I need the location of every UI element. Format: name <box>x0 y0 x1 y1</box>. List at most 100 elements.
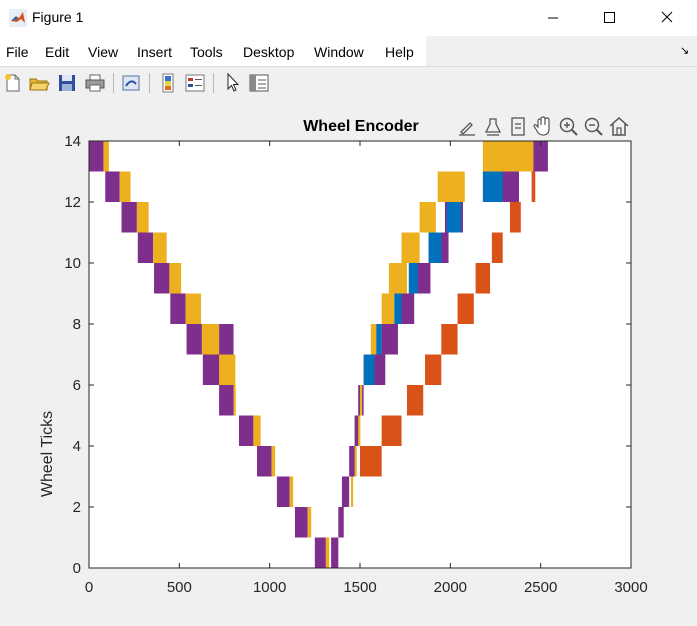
link-plot-icon[interactable] <box>120 72 142 94</box>
bar-blue-3 <box>408 263 418 294</box>
bar-orange-6 <box>475 263 491 294</box>
insert-colorbar-icon[interactable] <box>157 72 179 94</box>
toolbar-separator <box>213 73 214 93</box>
bar-blue-2 <box>394 293 402 324</box>
y-tick-label: 6 <box>73 377 81 394</box>
new-figure-icon[interactable] <box>2 72 24 94</box>
bar-orange-8 <box>509 202 521 233</box>
maximize-icon <box>604 12 615 23</box>
minimize-icon <box>548 17 558 19</box>
bar-blue-4 <box>428 232 442 263</box>
open-file-icon[interactable] <box>28 72 50 94</box>
y-tick-label: 10 <box>64 255 81 272</box>
bar-yellow-21 <box>388 263 407 294</box>
print-icon[interactable] <box>84 72 106 94</box>
brush-icon[interactable] <box>459 122 475 136</box>
toolbar-separator <box>149 73 150 93</box>
bar-purple-1 <box>105 171 120 202</box>
bar-yellow-12 <box>307 507 312 538</box>
insert-legend-icon[interactable] <box>184 72 206 94</box>
bar-purple-13 <box>314 537 328 568</box>
figure-toolbar <box>0 66 697 100</box>
bar-blue-6 <box>482 171 503 202</box>
bar-yellow-15 <box>354 446 357 477</box>
menu-bar-spacer <box>426 36 697 66</box>
bar-purple-4 <box>154 263 170 294</box>
y-tick-label: 2 <box>73 499 81 516</box>
bar-purple-18 <box>354 415 360 446</box>
dock-figure-icon[interactable]: ↘ <box>680 45 690 57</box>
bar-orange-1 <box>381 415 402 446</box>
bar-yellow-17 <box>360 385 363 416</box>
bar-purple-26 <box>500 171 519 202</box>
bar-purple-0 <box>89 141 104 172</box>
pan-icon[interactable] <box>533 116 550 136</box>
y-tick-label: 0 <box>73 560 81 577</box>
figure-canvas: 0 500 1000 1500 2000 2500 3000 0 2 4 6 8 10 12 14 Whee… <box>0 99 697 626</box>
bar-blue-5 <box>446 202 462 233</box>
edit-plot-icon[interactable] <box>222 72 244 94</box>
bar-yellow-22 <box>401 232 420 263</box>
bar-yellow-11 <box>289 476 294 507</box>
x-tick-label: 1000 <box>253 579 286 596</box>
menu-insert[interactable]: Insert <box>137 44 173 60</box>
x-tick-label: 2500 <box>524 579 557 596</box>
bar-purple-5 <box>170 293 186 324</box>
bar-yellow-20 <box>381 293 395 324</box>
bar-yellow-23 <box>419 202 436 233</box>
menu-desktop[interactable]: Desktop <box>243 44 295 60</box>
property-inspector-icon[interactable] <box>248 72 270 94</box>
bar-blue-0 <box>363 354 375 385</box>
bar-yellow-0 <box>103 141 109 172</box>
y-tick-label: 12 <box>64 194 81 211</box>
toolbar-separator <box>113 73 114 93</box>
y-tick-label: 4 <box>73 438 81 455</box>
bar-purple-23 <box>414 263 431 294</box>
menu-view[interactable]: View <box>88 44 119 60</box>
menu-file[interactable]: File <box>6 44 29 60</box>
x-tick-label: 0 <box>85 579 93 596</box>
bar-yellow-13 <box>325 537 330 568</box>
home-icon[interactable] <box>609 116 629 136</box>
zoom-in-icon[interactable] <box>559 117 578 136</box>
bar-yellow-10 <box>271 446 276 477</box>
bar-purple-2 <box>121 202 137 233</box>
bar-purple-11 <box>276 476 290 507</box>
menu-edit[interactable]: Edit <box>45 44 70 60</box>
bar-purple-27 <box>531 141 548 172</box>
bar-yellow-9 <box>253 415 261 446</box>
bar-yellow-1 <box>119 171 131 202</box>
close-button[interactable] <box>644 0 690 36</box>
axes[interactable]: 0 500 1000 1500 2000 2500 3000 0 2 4 6 8 10 12 14 Whee… <box>0 99 697 626</box>
maximize-button[interactable] <box>586 0 632 36</box>
bar-yellow-24 <box>437 171 465 202</box>
bar-yellow-25 <box>482 141 534 172</box>
bar-orange-9 <box>531 171 536 202</box>
chart-title: Wheel Encoder <box>303 118 419 135</box>
menu-tools[interactable]: Tools <box>190 44 223 60</box>
bar-purple-14 <box>331 537 339 568</box>
title-bar: Figure 1 <box>0 0 697 36</box>
menu-help[interactable]: Help <box>385 44 414 60</box>
window-title: Figure 1 <box>32 9 84 25</box>
bar-purple-12 <box>294 507 308 538</box>
bar-purple-9 <box>238 415 254 446</box>
minimize-button[interactable] <box>530 0 576 36</box>
bar-yellow-2 <box>136 202 149 233</box>
zoom-out-icon[interactable] <box>584 117 603 136</box>
close-icon <box>661 11 673 23</box>
x-tick-label: 1500 <box>343 579 376 596</box>
data-tips-icon[interactable] <box>484 118 502 136</box>
bar-yellow-16 <box>358 415 361 446</box>
x-tick-label: 2000 <box>434 579 467 596</box>
bar-yellow-3 <box>153 232 167 263</box>
bar-purple-10 <box>257 446 272 477</box>
x-tick-label: 500 <box>167 579 192 596</box>
y-tick-label: 14 <box>64 133 81 150</box>
y-tick-label: 8 <box>73 316 81 333</box>
rotate-icon[interactable] <box>511 117 525 136</box>
menu-window[interactable]: Window <box>314 44 364 60</box>
save-icon[interactable] <box>56 72 78 94</box>
x-tick-label: 3000 <box>614 579 647 596</box>
bar-purple-6 <box>186 324 202 355</box>
